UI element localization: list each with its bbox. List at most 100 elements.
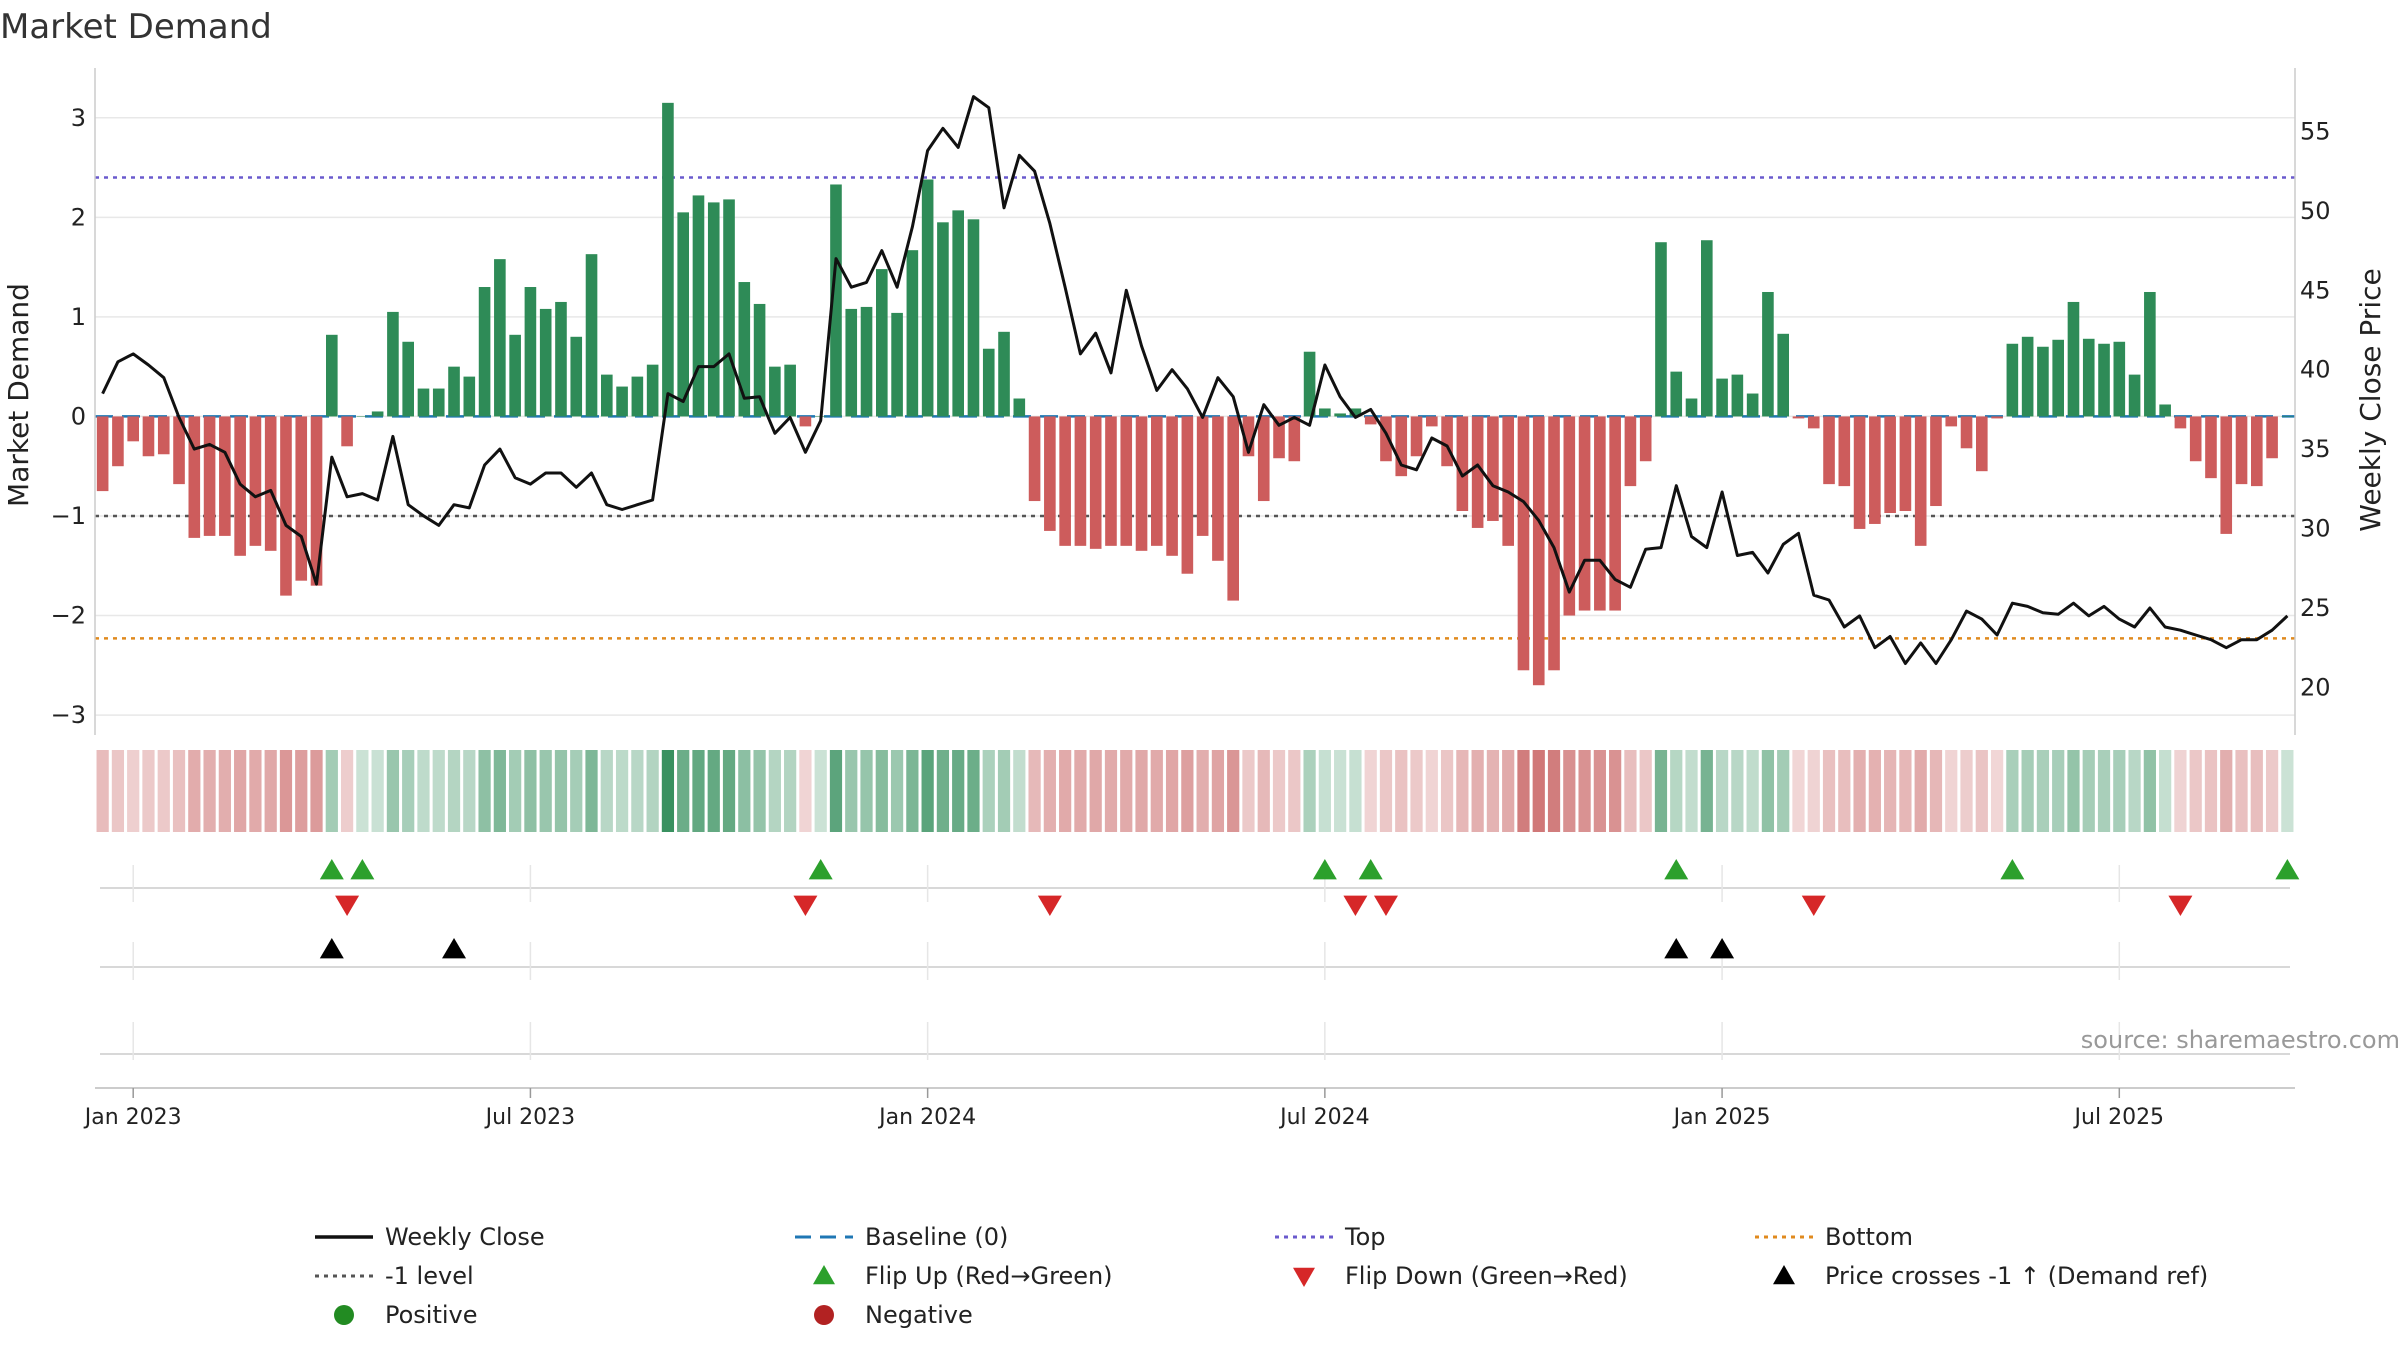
negative-demand-bar bbox=[1991, 416, 2003, 419]
heat-cell-positive bbox=[554, 750, 568, 832]
negative-demand-bar bbox=[1105, 416, 1117, 546]
heat-cell-positive bbox=[814, 750, 827, 832]
negative-demand-bar bbox=[1135, 416, 1148, 551]
heat-cell-negative bbox=[1853, 750, 1866, 832]
negative-demand-bar bbox=[1899, 416, 1912, 512]
negative-demand-bar bbox=[1884, 416, 1896, 513]
negative-demand-bar bbox=[1395, 416, 1408, 477]
heat-cell-negative bbox=[1043, 750, 1056, 832]
negative-demand-bar bbox=[1823, 416, 1835, 485]
heat-cell-negative bbox=[249, 750, 262, 832]
y2-tick-label: 20 bbox=[2300, 673, 2331, 701]
negative-demand-bar bbox=[1380, 416, 1392, 462]
negative-demand-bar bbox=[1273, 416, 1285, 459]
y2-tick-label: 50 bbox=[2300, 197, 2331, 225]
negative-demand-bar bbox=[1471, 416, 1484, 528]
heat-cell-negative bbox=[1884, 750, 1897, 832]
positive-demand-bar bbox=[2113, 341, 2126, 417]
negative-demand-bar bbox=[1930, 416, 1942, 507]
legend-item: -1 level bbox=[315, 1262, 474, 1290]
negative-demand-bar bbox=[1242, 416, 1255, 457]
heat-cell-positive bbox=[1746, 750, 1759, 832]
x-tick-label: Jul 2023 bbox=[484, 1105, 576, 1130]
positive-demand-bar bbox=[1334, 413, 1346, 417]
heat-cell-positive bbox=[1715, 750, 1729, 832]
heat-cell-positive bbox=[325, 750, 338, 832]
negative-demand-bar bbox=[1059, 416, 1071, 546]
heat-cell-positive bbox=[997, 750, 1011, 832]
price-cross-marker bbox=[442, 938, 467, 959]
heat-cell-negative bbox=[1945, 750, 1958, 832]
negative-demand-bar bbox=[1456, 416, 1469, 512]
negative-demand-bar bbox=[219, 416, 231, 536]
heat-cell-positive bbox=[2281, 750, 2294, 832]
heat-cell-negative bbox=[1074, 750, 1087, 832]
positive-demand-bar bbox=[1731, 374, 1744, 417]
heat-cell-negative bbox=[1502, 750, 1515, 832]
heat-cell-positive bbox=[677, 750, 690, 832]
heat-cell-positive bbox=[784, 750, 797, 832]
heat-cell-positive bbox=[1013, 750, 1026, 832]
heat-cell-positive bbox=[2113, 750, 2126, 832]
positive-demand-bar bbox=[2037, 346, 2049, 417]
positive-demand-bar bbox=[585, 254, 598, 417]
heat-cell-positive bbox=[2159, 750, 2172, 832]
heat-cell-negative bbox=[2235, 750, 2248, 832]
flip-down-marker bbox=[1343, 895, 1368, 916]
x-tick-label: Jan 2025 bbox=[1672, 1105, 1771, 1130]
positive-demand-bar bbox=[326, 334, 338, 417]
flip-down-marker bbox=[1037, 895, 1062, 916]
flip-up-marker bbox=[319, 859, 344, 880]
positive-demand-bar bbox=[707, 202, 720, 417]
positive-demand-bar bbox=[1701, 240, 1713, 417]
heat-cell-negative bbox=[203, 750, 216, 832]
y2-tick-label: 35 bbox=[2300, 435, 2331, 463]
x-tick-label: Jan 2024 bbox=[877, 1105, 976, 1130]
negative-demand-bar bbox=[2235, 416, 2248, 485]
legend-item: Bottom bbox=[1755, 1223, 1913, 1251]
negative-demand-bar bbox=[1166, 416, 1178, 556]
heat-cell-negative bbox=[1242, 750, 1255, 832]
negative-demand-bar bbox=[341, 416, 353, 447]
heat-cell-positive bbox=[890, 750, 904, 832]
heat-cell-negative bbox=[188, 750, 201, 832]
heat-cell-negative bbox=[1211, 750, 1225, 832]
flip-up-marker bbox=[808, 859, 833, 880]
heat-cell-positive bbox=[1761, 750, 1775, 832]
negative-demand-bar bbox=[264, 416, 277, 551]
price-cross-marker bbox=[1710, 938, 1735, 959]
positive-demand-bar bbox=[2281, 416, 2294, 417]
heat-cell-positive bbox=[753, 750, 766, 832]
legend-item: Negative bbox=[814, 1301, 973, 1329]
legend-label: Baseline (0) bbox=[865, 1223, 1008, 1251]
positive-demand-bar bbox=[769, 366, 781, 417]
heat-cell-positive bbox=[2143, 750, 2156, 832]
heat-cell-positive bbox=[845, 750, 858, 832]
heat-cell-negative bbox=[1822, 750, 1836, 832]
negative-demand-bar bbox=[96, 416, 109, 492]
negative-demand-bar bbox=[1288, 416, 1301, 462]
positive-demand-bar bbox=[830, 184, 842, 417]
legend-swatch-marker bbox=[813, 1265, 835, 1285]
negative-demand-bar bbox=[1578, 416, 1591, 611]
heat-cell-positive bbox=[1349, 750, 1362, 832]
positive-demand-bar bbox=[463, 376, 476, 417]
negative-demand-bar bbox=[127, 416, 139, 442]
negative-demand-bar bbox=[2220, 416, 2233, 534]
heat-cell-negative bbox=[2220, 750, 2233, 832]
positive-demand-bar bbox=[2006, 343, 2019, 417]
heat-cell-positive bbox=[738, 750, 751, 832]
negative-demand-bar bbox=[310, 416, 323, 586]
price-cross-marker bbox=[1664, 938, 1689, 959]
legend-item: Baseline (0) bbox=[795, 1223, 1008, 1251]
heat-cell-positive bbox=[417, 750, 430, 832]
heat-cell-negative bbox=[2250, 750, 2263, 832]
y-tick-label: 2 bbox=[71, 203, 86, 231]
heat-cell-negative bbox=[1135, 750, 1148, 832]
heat-cell-positive bbox=[707, 750, 720, 832]
negative-demand-bar bbox=[1960, 416, 1973, 449]
legend-label: Top bbox=[1344, 1223, 1386, 1251]
positive-demand-bar bbox=[1013, 398, 1026, 417]
positive-demand-bar bbox=[1655, 242, 1667, 417]
heat-cell-negative bbox=[295, 750, 308, 832]
